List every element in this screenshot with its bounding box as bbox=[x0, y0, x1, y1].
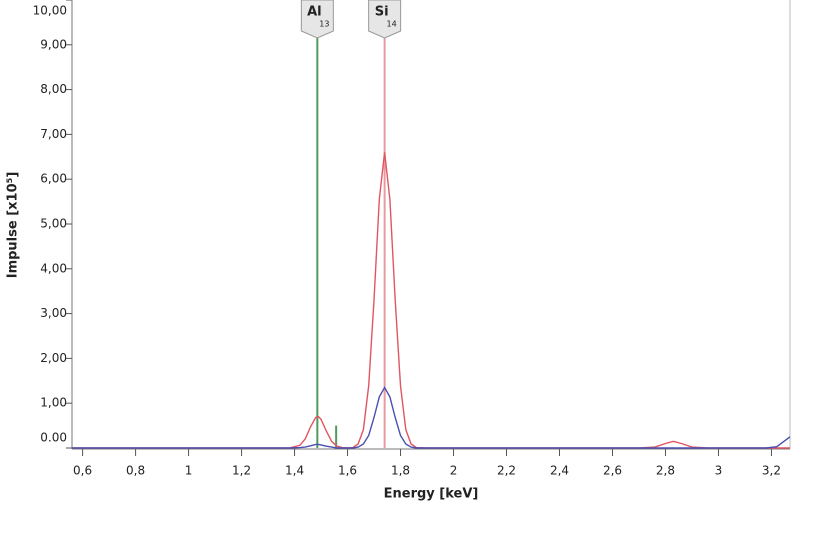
element-number: 13 bbox=[319, 20, 329, 29]
x-tick-label: 2,8 bbox=[656, 464, 675, 478]
y-tick-label: 4,00 bbox=[40, 261, 67, 275]
x-tick-label: 1,2 bbox=[232, 464, 251, 478]
x-tick-label: 3 bbox=[715, 464, 723, 478]
x-tick-label: 1,8 bbox=[391, 464, 410, 478]
x-tick-label: 2 bbox=[450, 464, 458, 478]
x-tick-label: 2,4 bbox=[550, 464, 569, 478]
y-axis-title: Impulse [x10⁵] bbox=[6, 172, 21, 279]
x-tick-label: 1,4 bbox=[285, 464, 304, 478]
y-tick-label: 10,00 bbox=[33, 4, 67, 18]
spectrum-line bbox=[72, 386, 791, 449]
element-number: 14 bbox=[387, 20, 397, 29]
element-tag bbox=[368, 0, 402, 39]
element-symbol: Si bbox=[375, 5, 389, 20]
x-tick-label: 1 bbox=[185, 464, 193, 478]
x-axis-title: Energy [keV] bbox=[384, 487, 479, 502]
element-tag bbox=[300, 0, 334, 39]
x-tick-label: 3,2 bbox=[762, 464, 781, 478]
y-tick-label: 3,00 bbox=[40, 306, 67, 320]
y-tick-label: 7,00 bbox=[40, 127, 67, 141]
element-symbol: Al bbox=[307, 5, 322, 20]
y-tick-label: 5,00 bbox=[40, 217, 67, 231]
x-tick-label: 2,2 bbox=[497, 464, 516, 478]
spectrum-line bbox=[72, 152, 790, 449]
x-tick-label: 0,6 bbox=[73, 464, 92, 478]
y-tick-label: 9,00 bbox=[40, 37, 67, 51]
y-tick-label: 6,00 bbox=[40, 172, 67, 186]
y-tick-label: 0.00 bbox=[40, 431, 67, 445]
y-tick-label: 8,00 bbox=[40, 82, 67, 96]
y-tick-label: 2,00 bbox=[40, 351, 67, 365]
x-tick-label: 1,6 bbox=[338, 464, 357, 478]
x-tick-label: 2,6 bbox=[603, 464, 622, 478]
y-tick-label: 1,00 bbox=[40, 396, 67, 410]
x-tick-label: 0,8 bbox=[126, 464, 145, 478]
